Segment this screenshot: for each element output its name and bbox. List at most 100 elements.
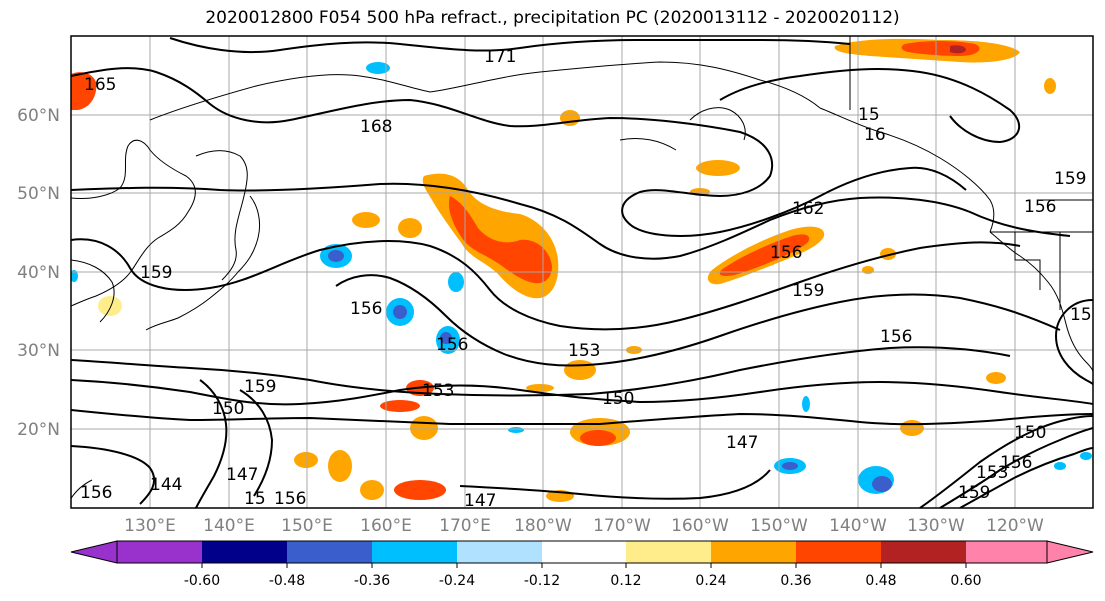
latitude-label: 60°N [17,106,60,126]
contour-label: 150 [602,389,634,409]
colorbar-ticks [201,563,967,568]
negative-anomaly [1054,462,1066,470]
longitude-label: 160°W [671,516,729,536]
coastlines [71,61,1093,500]
contour-label: 156 [436,335,468,355]
positive-anomaly [328,450,352,482]
latitude-label: 20°N [17,420,60,440]
colorbar-tick-label: 0.60 [950,573,981,589]
contour-label: 156 [1024,197,1056,217]
strong-positive-anomaly [448,196,552,284]
graticule [71,36,1093,508]
positive-anomaly [564,360,596,380]
negative-anomaly [782,462,798,470]
refractivity-contours [71,37,1093,508]
contour-label: 153 [976,463,1008,483]
positive-anomaly [71,72,97,110]
positive-anomaly [526,384,554,392]
contour-label: 159 [958,483,990,503]
positive-anomaly [696,160,740,176]
contour-label: 156 [80,483,112,503]
colorbar-segment [372,541,457,563]
contour-labels: 165 171 168 159 156 156 153 150 159 153 … [80,47,1102,511]
positive-anomaly [862,266,874,274]
map-frame [70,35,1094,509]
colorbar-extend-low [70,540,118,564]
colorbar-tick-label: 0.12 [610,573,641,589]
negative-anomaly [366,62,390,74]
contour-label: 150 [1014,423,1046,443]
positive-anomaly [360,480,384,500]
colorbar-segment [287,541,372,563]
extreme-positive-anomaly [950,45,966,54]
colorbar-tick-label: -0.12 [524,573,560,589]
longitude-label: 150°W [750,516,808,536]
contour-label: 147 [464,491,496,511]
contour-label: 156 [350,299,382,319]
negative-anomaly [440,332,452,344]
colorbar-tick-label: -0.36 [354,573,390,589]
contour-label: 165 [84,75,116,95]
longitude-label: 170°E [439,516,491,536]
colorbar-tick-label: 0.36 [780,573,811,589]
negative-anomaly [508,427,524,433]
contour-label: 15 [244,489,266,509]
negative-anomaly [448,272,464,292]
contour-label: 15 [858,105,880,125]
positive-anomaly [380,400,420,412]
longitude-label: 120°W [986,516,1044,536]
contour-label: 156 [1000,453,1032,473]
map-title: 2020012800 F054 500 hPa refract., precip… [205,8,900,28]
latitude-label: 30°N [17,341,60,361]
positive-anomaly [352,212,380,228]
contour-label: 16 [864,125,886,145]
contour-label: 159 [792,281,824,301]
latitude-axis: 60°N 50°N 40°N 30°N 20°N [17,106,60,440]
strong-positive-anomaly [580,430,616,446]
colorbar-tick-label: 0.48 [865,573,896,589]
longitude-label: 140°E [203,516,255,536]
negative-anomaly [802,396,810,412]
contour-label: 159 [1054,169,1086,189]
colorbar-segment [117,541,202,563]
contour-label: 156 [1070,305,1102,325]
contour-label: 162 [792,199,824,219]
contour-label: 144 [150,475,182,495]
colorbar-segment [542,541,626,563]
contour-label: 171 [484,47,516,67]
latitude-label: 40°N [17,263,60,283]
contour-label: 147 [726,433,758,453]
contour-label: 168 [360,117,392,137]
negative-anomaly [71,270,78,282]
longitude-label: 170°W [593,516,651,536]
positive-anomaly [394,480,446,500]
longitude-label: 130°E [124,516,176,536]
negative-anomaly [328,250,344,262]
colorbar-segment [202,541,287,563]
positive-anomaly [900,420,924,436]
colorbar: -0.60 -0.48 -0.36 -0.24 -0.12 0.12 0.24 … [70,540,1094,589]
contour-label: 159 [140,263,172,283]
colorbar-segment [966,541,1047,563]
colorbar-segment [796,541,881,563]
precipitation-pc-fields [71,38,1092,502]
positive-anomaly [1044,78,1056,94]
contour-label: 153 [422,381,454,401]
colorbar-tick-label: -0.48 [269,573,305,589]
colorbar-segment [626,541,711,563]
contour-label: 156 [274,489,306,509]
latitude-label: 50°N [17,184,60,204]
longitude-label: 130°W [907,516,965,536]
contour-label: 156 [770,243,802,263]
strong-positive-anomaly [719,234,810,276]
positive-anomaly [986,372,1006,384]
colorbar-segment [881,541,966,563]
longitude-label: 150°E [281,516,333,536]
positive-anomaly [410,416,438,440]
positive-anomaly [294,452,318,468]
colorbar-segment [711,541,796,563]
longitude-label: 160°E [360,516,412,536]
colorbar-tick-label: -0.24 [439,573,475,589]
positive-anomaly [398,218,422,238]
